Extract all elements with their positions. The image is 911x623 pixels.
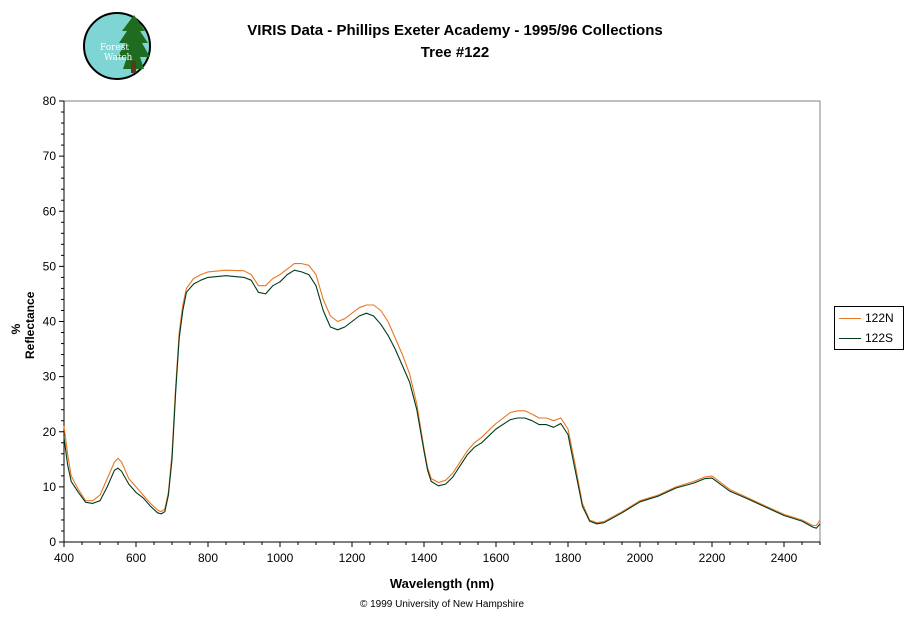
copyright-text: © 1999 University of New Hampshire <box>359 599 525 610</box>
y-tick-label: 80 <box>43 94 57 108</box>
legend-item-122S: 122S <box>839 330 893 346</box>
legend-label-122N: 122N <box>865 311 894 325</box>
x-tick-label: 2200 <box>699 551 726 565</box>
axes: 0 10 20 30 40 50 60 70 80 400 600 800 1000 1200 1400 16… <box>43 94 821 565</box>
logo-text-line1: Forest <box>100 43 129 53</box>
legend-item-122N: 122N <box>839 310 894 326</box>
series-layer <box>63 263 821 529</box>
y-tick-label: 40 <box>43 315 57 329</box>
y-tick-label: 30 <box>43 370 57 384</box>
x-tick-label: 1400 <box>411 551 438 565</box>
forest-watch-logo: Forest Watch <box>83 12 151 80</box>
y-tick-label: 0 <box>49 535 56 549</box>
y-axis-label: % Reflectance <box>9 291 37 359</box>
legend-label-122S: 122S <box>865 331 894 345</box>
y-tick-label: 10 <box>43 480 57 494</box>
chart-subtitle: Tree #122 <box>420 44 490 61</box>
x-tick-label: 1200 <box>339 551 366 565</box>
y-tick-label: 70 <box>43 149 57 163</box>
plot-area <box>63 100 821 543</box>
x-tick-label: 1800 <box>555 551 582 565</box>
x-tick-label: 800 <box>198 551 218 565</box>
y-tick-label: 20 <box>43 425 57 439</box>
series-line-122N <box>63 263 821 527</box>
logo-text-line2: Watch <box>104 53 132 63</box>
x-tick-label: 1000 <box>267 551 294 565</box>
x-tick-label: 400 <box>54 551 74 565</box>
tree-icon <box>117 15 150 73</box>
x-tick-label: 1600 <box>483 551 510 565</box>
x-axis-label: Wavelength (nm) <box>389 576 495 591</box>
series-line-122S <box>63 269 821 529</box>
legend-swatch-122S <box>839 337 861 339</box>
y-tick-label: 50 <box>43 259 57 273</box>
chart-title: VIRIS Data - Phillips Exeter Academy - 1… <box>247 22 663 39</box>
y-tick-label: 60 <box>43 204 57 218</box>
x-tick-label: 2000 <box>627 551 654 565</box>
x-tick-label: 600 <box>126 551 146 565</box>
legend-swatch-122N <box>839 317 861 319</box>
x-tick-label: 2400 <box>771 551 798 565</box>
legend: 122N 122S <box>834 306 904 350</box>
